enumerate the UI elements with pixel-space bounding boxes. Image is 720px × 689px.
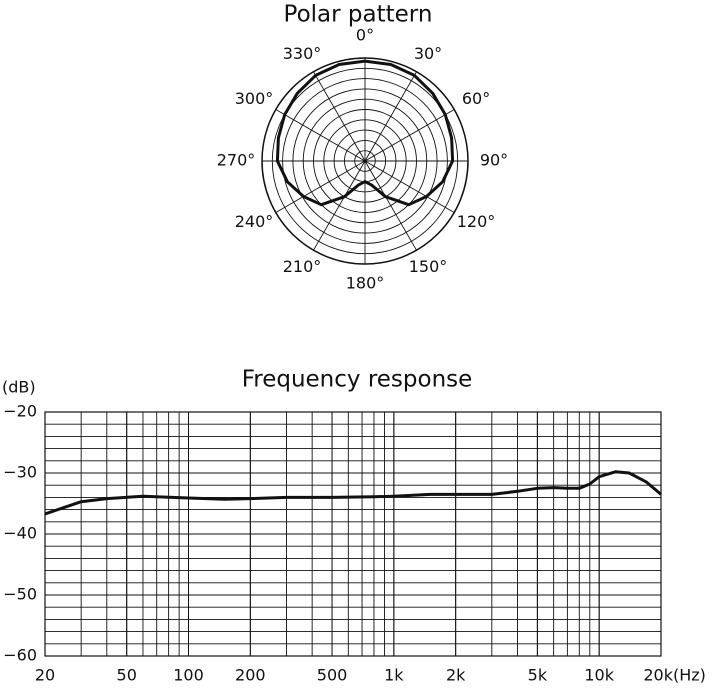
x-tick-label: 1k xyxy=(384,666,404,685)
angle-label: 120° xyxy=(457,212,496,231)
x-tick-label: 10k xyxy=(584,666,614,685)
polar-title: Polar pattern xyxy=(284,2,433,28)
angle-label: 0° xyxy=(356,26,374,45)
angle-label: 330° xyxy=(283,44,322,63)
x-tick-label: 500 xyxy=(317,666,348,685)
x-tick-label: 200 xyxy=(235,666,266,685)
angle-label: 300° xyxy=(235,89,274,108)
x-tick-label: 100 xyxy=(173,666,204,685)
y-tick-label: −50 xyxy=(3,585,37,604)
x-tick-label: 5k xyxy=(528,666,548,685)
angle-label: 270° xyxy=(217,151,256,170)
x-tick-label: 20 xyxy=(35,666,55,685)
polar-spoke xyxy=(313,71,366,162)
polar-spoke xyxy=(364,71,417,162)
polar-spoke xyxy=(313,160,366,251)
y-axis-label: (dB) xyxy=(2,378,36,397)
polar-spoke xyxy=(364,160,455,213)
y-tick-label: −40 xyxy=(3,524,37,543)
angle-label: 90° xyxy=(480,151,508,170)
frequency-title: Frequency response xyxy=(242,367,473,393)
polar-spoke xyxy=(275,109,366,162)
response-line xyxy=(44,470,662,516)
x-axis-label: (Hz) xyxy=(673,666,706,685)
y-tick-label: −30 xyxy=(3,463,37,482)
angle-label: 150° xyxy=(409,257,448,276)
polar-spoke xyxy=(275,160,366,213)
x-tick-label: 20k xyxy=(643,666,673,685)
angle-label: 240° xyxy=(235,212,274,231)
x-tick-label: 50 xyxy=(117,666,137,685)
y-tick-label: −20 xyxy=(3,402,37,421)
angle-label: 180° xyxy=(346,274,385,293)
angle-label: 210° xyxy=(283,257,322,276)
polar-spoke xyxy=(364,160,417,251)
angle-label: 30° xyxy=(414,44,442,63)
angle-label: 60° xyxy=(462,89,490,108)
x-tick-label: 2k xyxy=(446,666,466,685)
polar-spoke xyxy=(364,109,455,162)
polar-curve xyxy=(275,59,455,207)
y-tick-label: −60 xyxy=(3,646,37,665)
